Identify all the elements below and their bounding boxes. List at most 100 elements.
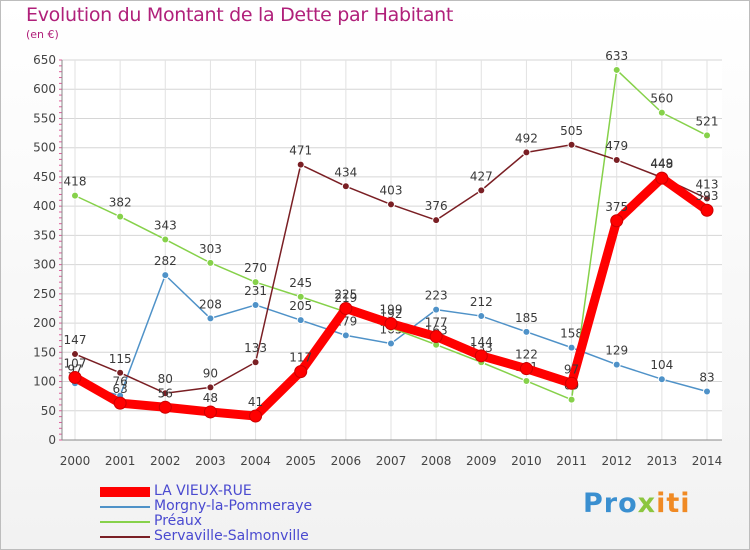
data-point xyxy=(477,186,486,195)
data-point xyxy=(429,330,443,344)
data-label: 144 xyxy=(470,335,493,349)
brand-logo-part: x xyxy=(637,488,657,519)
data-point xyxy=(116,212,125,221)
data-point xyxy=(703,387,711,396)
data-label: 270 xyxy=(244,261,267,275)
data-point xyxy=(71,191,79,200)
data-point xyxy=(387,339,395,348)
data-label: 479 xyxy=(605,139,628,153)
legend-swatch xyxy=(100,505,150,508)
legend-swatch xyxy=(100,535,150,538)
data-label: 41 xyxy=(248,395,263,409)
data-point xyxy=(206,258,215,267)
x-tick-label: 2000 xyxy=(60,454,91,468)
data-point xyxy=(294,365,308,379)
data-label: 83 xyxy=(699,370,714,384)
data-label: 376 xyxy=(425,199,448,213)
x-tick-label: 2007 xyxy=(376,454,407,468)
data-point xyxy=(703,131,711,140)
data-label: 303 xyxy=(199,242,222,256)
data-point xyxy=(567,140,576,149)
data-point xyxy=(113,396,127,410)
data-label: 76 xyxy=(113,375,128,389)
data-label: 122 xyxy=(515,348,538,362)
data-point xyxy=(567,395,576,404)
data-label: 434 xyxy=(334,165,357,179)
data-point xyxy=(161,271,170,280)
data-point xyxy=(68,370,82,384)
data-label: 393 xyxy=(696,189,719,203)
data-point xyxy=(703,194,711,203)
data-label: 63 xyxy=(113,382,128,396)
brand-logo-part: Pro xyxy=(583,488,638,519)
data-point xyxy=(657,108,666,117)
legend-label: Servaville-Salmonville xyxy=(154,528,309,544)
data-point xyxy=(474,349,488,363)
legend-label: LA VIEUX-RUE xyxy=(154,483,252,499)
data-label: 418 xyxy=(64,175,87,189)
y-tick-label: 450 xyxy=(33,170,56,184)
data-label: 505 xyxy=(560,124,583,138)
data-label: 56 xyxy=(158,386,173,400)
legend-label: Morgny-la-Pommeraye xyxy=(154,498,313,514)
data-point xyxy=(655,171,669,185)
brand-logo: Proxiti xyxy=(583,488,691,519)
data-label: 199 xyxy=(380,303,403,317)
data-label: 403 xyxy=(380,183,403,197)
x-tick-label: 2004 xyxy=(240,454,271,468)
data-point xyxy=(565,376,579,390)
data-point xyxy=(71,350,79,359)
data-point xyxy=(296,316,305,325)
data-label: 427 xyxy=(470,169,493,183)
y-tick-label: 500 xyxy=(33,141,56,155)
data-label: 117 xyxy=(289,351,312,365)
data-point xyxy=(657,375,666,384)
data-label: 97 xyxy=(564,362,579,376)
y-tick-label: 100 xyxy=(33,375,56,389)
data-label: 245 xyxy=(289,276,312,290)
y-tick-label: 350 xyxy=(33,228,56,242)
x-tick-label: 2009 xyxy=(466,454,497,468)
y-tick-label: 400 xyxy=(33,199,56,213)
data-point xyxy=(522,327,531,336)
data-point xyxy=(249,409,263,423)
y-tick-label: 50 xyxy=(41,404,56,418)
data-point xyxy=(341,182,350,191)
data-point xyxy=(161,389,170,398)
data-point xyxy=(567,343,576,352)
data-label: 231 xyxy=(244,284,267,298)
data-point xyxy=(477,312,486,321)
data-point xyxy=(158,400,172,414)
y-tick-label: 250 xyxy=(33,287,56,301)
data-label: 115 xyxy=(109,352,132,366)
data-point xyxy=(612,65,621,74)
data-point xyxy=(296,292,305,301)
data-label: 282 xyxy=(154,254,177,268)
data-label: 471 xyxy=(289,144,312,158)
x-tick-label: 2014 xyxy=(692,454,723,468)
data-label: 225 xyxy=(334,287,357,301)
data-point xyxy=(522,148,531,157)
data-label: 147 xyxy=(64,333,87,347)
legend-swatch xyxy=(100,520,150,523)
data-point xyxy=(610,214,624,228)
data-label: 107 xyxy=(64,356,87,370)
data-point xyxy=(612,360,621,369)
data-label: 413 xyxy=(696,178,719,192)
data-point xyxy=(203,405,217,419)
data-label: 343 xyxy=(154,218,177,232)
data-label: 448 xyxy=(650,157,673,171)
data-point xyxy=(341,331,350,340)
y-tick-label: 300 xyxy=(33,258,56,272)
data-point xyxy=(432,216,441,225)
data-label: 177 xyxy=(425,316,448,330)
data-label: 205 xyxy=(289,299,312,313)
data-point xyxy=(522,376,531,385)
data-label: 185 xyxy=(515,311,538,325)
x-tick-label: 2005 xyxy=(285,454,316,468)
data-label: 382 xyxy=(109,196,132,210)
data-point xyxy=(251,300,260,309)
x-tick-label: 2006 xyxy=(331,454,362,468)
data-label: 375 xyxy=(605,200,628,214)
